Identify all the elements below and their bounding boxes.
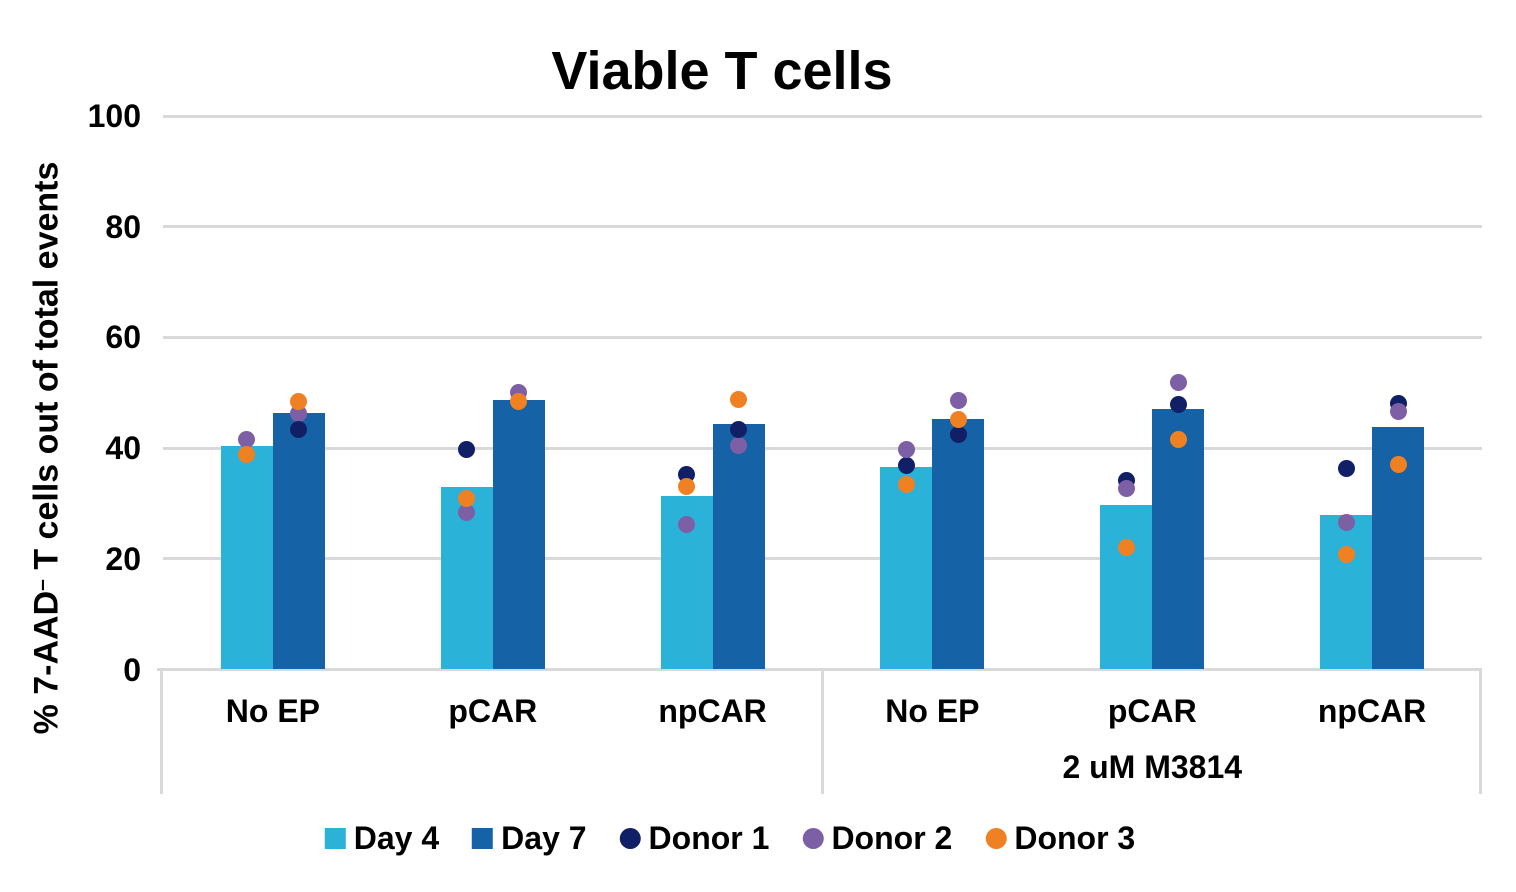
donor-dot-donor3-day4-0 [238, 446, 256, 464]
bar-day7-3 [932, 418, 985, 670]
bar-day7-0 [272, 412, 325, 670]
donor-dot-donor1-day7-3 [949, 426, 967, 444]
legend-swatch-circle-icon [802, 827, 824, 849]
donor-dot-donor2-day7-5 [1389, 403, 1407, 421]
axis-bracket-0 [160, 669, 163, 794]
bar-day7-2 [712, 423, 765, 670]
legend-swatch-square-icon [324, 827, 346, 849]
donor-dot-donor1-day4-5 [1337, 460, 1355, 478]
donor-dot-donor2-day4-0 [238, 430, 256, 448]
category-label-0: No EP [225, 693, 321, 729]
legend-swatch-square-icon [472, 827, 494, 849]
y-tick-label-80: 80 [105, 208, 141, 245]
donor-dot-donor2-day4-2 [678, 515, 696, 533]
legend-item-donor1: Donor 1 [619, 820, 770, 856]
donor-dot-donor3-day4-2 [678, 478, 696, 496]
donor-dot-donor3-day7-5 [1389, 455, 1407, 473]
legend-label: Donor 1 [648, 820, 770, 856]
y-tick-label-40: 40 [105, 430, 141, 467]
donor-dot-donor1-day7-0 [290, 420, 308, 438]
donor-dot-donor2-day4-5 [1337, 514, 1355, 532]
y-tick-label-20: 20 [105, 540, 141, 577]
x-axis-line [157, 668, 1482, 671]
axis-bracket-1 [821, 669, 824, 794]
y-tick-label-0: 0 [123, 651, 141, 688]
donor-dot-donor3-day7-0 [290, 392, 308, 410]
legend-swatch-circle-icon [985, 827, 1007, 849]
gridline-40 [163, 446, 1482, 450]
chart-title: Viable T cells [551, 41, 893, 101]
gridline-20 [163, 557, 1482, 561]
donor-dot-donor3-day4-1 [458, 489, 476, 507]
legend-label: Donor 2 [831, 820, 953, 856]
category-label-2: npCAR [658, 693, 767, 729]
donor-dot-donor1-day4-3 [897, 457, 915, 475]
legend-item-donor2: Donor 2 [802, 820, 952, 856]
category-label-5: npCAR [1317, 693, 1427, 729]
y-axis-title-superscript-minus: – [30, 579, 54, 591]
donor-dot-donor3-day7-3 [949, 411, 967, 429]
bar-day7-4 [1152, 409, 1205, 670]
category-label-4: pCAR [1107, 693, 1197, 729]
donor-dot-donor2-day7-0 [290, 405, 308, 423]
group-label-m3814: 2 uM M3814 [1062, 749, 1243, 785]
donor-dot-donor3-day4-4 [1117, 539, 1135, 557]
bar-day4-3 [880, 467, 933, 670]
donor-dot-donor2-day4-3 [897, 441, 915, 459]
donor-dot-donor3-day7-1 [510, 392, 528, 410]
bar-day7-1 [492, 400, 545, 670]
gridline-100 [163, 114, 1482, 118]
legend-item-day7: Day 7 [472, 820, 587, 856]
donor-dot-donor2-day4-4 [1117, 480, 1135, 497]
donor-dot-donor3-day7-2 [730, 390, 748, 408]
category-label-3: No EP [885, 693, 980, 729]
legend-item-donor3: Donor 3 [985, 820, 1135, 856]
donor-dot-donor2-day7-2 [730, 437, 748, 455]
donor-dot-donor1-day7-4 [1169, 395, 1187, 413]
donor-dot-donor2-day7-4 [1169, 373, 1187, 391]
bar-day4-0 [220, 446, 273, 670]
legend-label: Day 7 [501, 820, 587, 856]
gridline-60 [163, 335, 1482, 339]
bar-day4-4 [1100, 505, 1153, 670]
bar-day4-5 [1320, 514, 1373, 670]
donor-dot-donor2-day7-3 [949, 391, 967, 409]
y-tick-label-60: 60 [105, 319, 141, 356]
legend: Day 4 Day 7 Donor 1 Donor 2 Donor 3 [324, 820, 1135, 856]
donor-dot-donor3-day4-3 [897, 475, 915, 493]
legend-label: Day 4 [353, 820, 440, 856]
donor-dot-donor3-day7-4 [1169, 431, 1187, 449]
category-label-1: pCAR [448, 693, 538, 729]
donor-dot-donor1-day7-2 [730, 420, 748, 438]
y-tick-label-100: 100 [87, 98, 141, 134]
legend-label: Donor 3 [1014, 820, 1136, 856]
donor-dot-donor2-day4-1 [458, 504, 476, 522]
gridline-80 [163, 225, 1482, 229]
legend-swatch-circle-icon [619, 827, 641, 849]
axis-bracket-2 [1479, 669, 1482, 794]
legend-item-day4: Day 4 [324, 820, 440, 856]
donor-dot-donor1-day4-1 [458, 440, 476, 458]
donor-dot-donor3-day4-5 [1337, 545, 1355, 563]
